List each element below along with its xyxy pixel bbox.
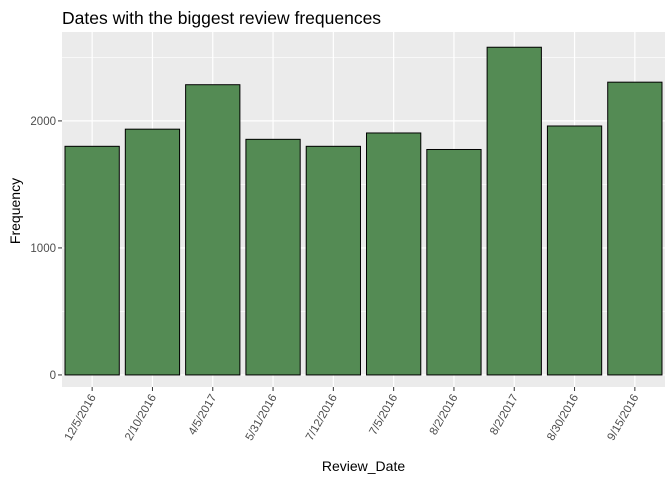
chart-title: Dates with the biggest review frequences xyxy=(62,8,381,28)
y-tick-label: 1000 xyxy=(30,243,56,255)
bar xyxy=(546,125,603,376)
bar xyxy=(366,132,422,376)
x-axis-label: Review_Date xyxy=(322,458,405,474)
bar xyxy=(607,81,663,376)
bar xyxy=(124,128,181,376)
bar xyxy=(426,148,482,376)
y-axis-label: Frequency xyxy=(7,178,23,244)
bars xyxy=(64,46,663,376)
y-tick-label: 2000 xyxy=(30,116,56,128)
bar xyxy=(245,138,301,376)
bar xyxy=(486,46,542,376)
bar xyxy=(305,145,361,376)
bar xyxy=(185,84,241,376)
y-axis-ticks: 0 1000 2000 xyxy=(30,116,62,382)
bar xyxy=(64,145,120,376)
y-tick-label: 0 xyxy=(50,370,56,382)
